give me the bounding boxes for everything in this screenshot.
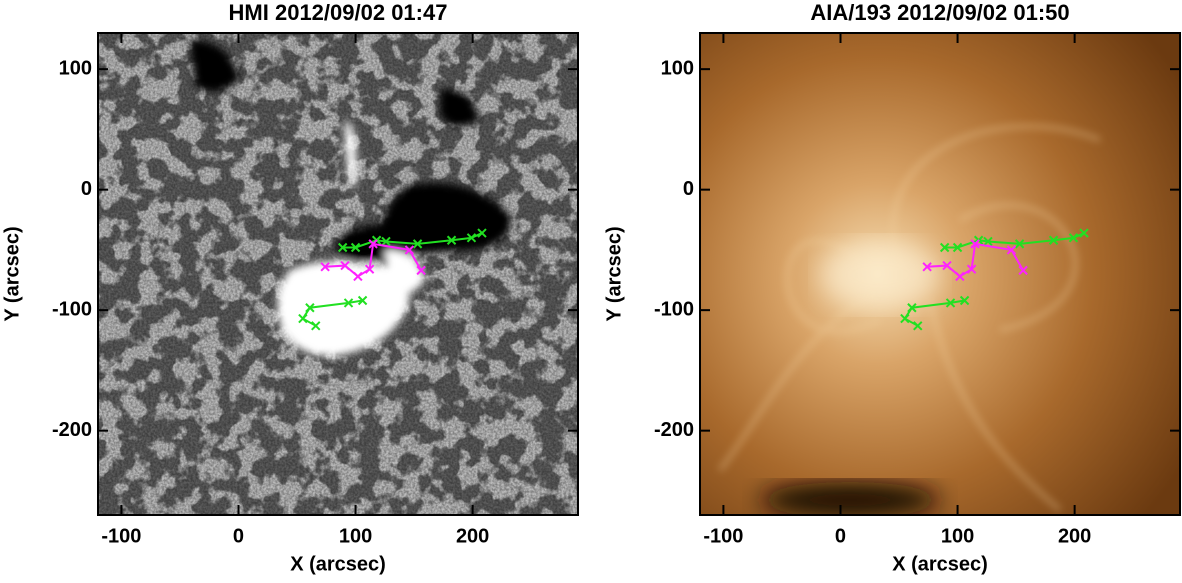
x-axis-label: X (arcsec) (892, 553, 988, 575)
trace-line (342, 232, 483, 249)
y-tick-label: -200 (52, 419, 92, 441)
trace-marker (477, 228, 487, 238)
plot-frame (97, 32, 579, 516)
trace-marker (913, 321, 923, 331)
trace-marker (364, 264, 375, 274)
y-axis-label: Y (arcsec) (1, 226, 23, 321)
trace-marker (404, 245, 415, 255)
trace-marker (353, 271, 363, 282)
trace-marker (959, 295, 970, 306)
trace-marker (942, 260, 952, 271)
trace-marker (1014, 239, 1025, 249)
x-tick-label: -100 (101, 525, 141, 547)
trace-marker (1048, 235, 1059, 245)
trace-marker (320, 262, 330, 272)
trace-marker (416, 265, 426, 276)
trace-marker (1068, 233, 1079, 243)
x-tick-label: 100 (941, 525, 974, 547)
y-tick-label: 100 (661, 57, 694, 79)
trace-marker (966, 264, 977, 274)
trace-marker (340, 260, 350, 271)
x-tick-label: -100 (703, 525, 743, 547)
x-axis-label: X (arcsec) (290, 553, 386, 575)
x-tick-label: 100 (339, 525, 372, 547)
trace-marker (466, 233, 477, 243)
trace-marker (945, 298, 956, 308)
trace-marker (1006, 245, 1017, 255)
x-tick-label: 200 (456, 525, 489, 547)
trace-marker (337, 242, 348, 253)
chart-title: AIA/193 2012/09/02 01:50 (810, 0, 1069, 25)
trace-marker (350, 242, 361, 253)
trace-marker (412, 239, 423, 249)
euv-image (700, 33, 1180, 515)
trace-marker (311, 321, 321, 331)
x-tick-label: 0 (233, 525, 244, 547)
trace-marker (907, 303, 917, 313)
trace-marker (983, 236, 993, 247)
y-tick-label: 100 (59, 57, 92, 79)
trace-marker (357, 295, 368, 306)
chart-title: HMI 2012/09/02 01:47 (229, 0, 448, 25)
trace-marker (952, 242, 963, 253)
y-tick-label: -100 (654, 298, 694, 320)
trace-marker (368, 239, 378, 249)
magnetogram-image (98, 33, 578, 515)
x-tick-label: 200 (1058, 525, 1091, 547)
trace-marker (298, 313, 308, 324)
trace-marker (305, 303, 315, 313)
trace-marker (955, 271, 965, 282)
trace-marker (922, 262, 932, 272)
trace-marker (939, 242, 950, 253)
trace-marker (1079, 228, 1089, 238)
y-tick-label: -100 (52, 298, 92, 320)
trace-marker (900, 313, 910, 324)
trace-marker (970, 239, 980, 249)
y-tick-label: -200 (654, 419, 694, 441)
y-tick-label: 0 (683, 178, 694, 200)
plot-frame (699, 32, 1181, 516)
y-axis-label: Y (arcsec) (603, 226, 625, 321)
x-tick-label: 0 (835, 525, 846, 547)
trace-marker (343, 298, 354, 308)
trace-marker (446, 235, 457, 245)
trace-marker (381, 236, 391, 247)
y-tick-label: 0 (81, 178, 92, 200)
trace-line (944, 232, 1085, 249)
trace-marker (1018, 265, 1028, 276)
